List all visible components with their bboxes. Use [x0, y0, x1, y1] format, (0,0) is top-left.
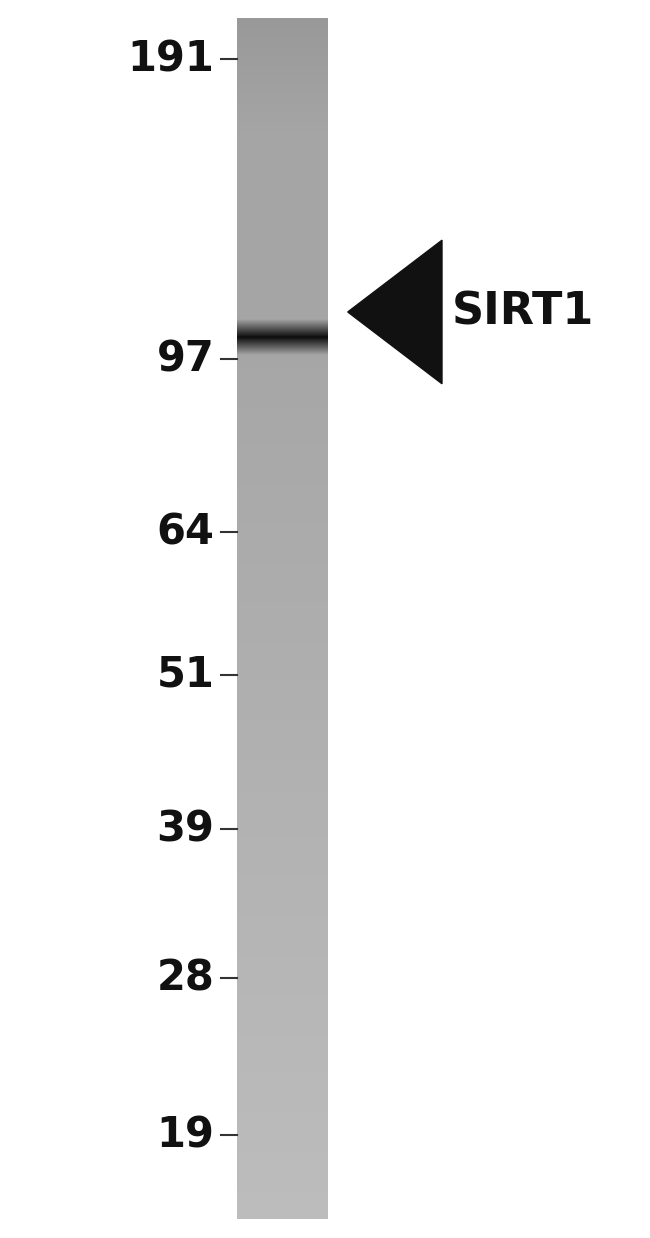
Text: 191: 191	[127, 38, 214, 80]
Text: 97: 97	[157, 338, 215, 380]
Text: 64: 64	[157, 511, 215, 553]
Text: 39: 39	[157, 808, 215, 851]
Polygon shape	[348, 240, 442, 384]
Text: SIRT1: SIRT1	[452, 291, 594, 333]
Text: 19: 19	[157, 1114, 215, 1156]
Text: 28: 28	[157, 957, 215, 999]
Text: 51: 51	[157, 654, 215, 696]
